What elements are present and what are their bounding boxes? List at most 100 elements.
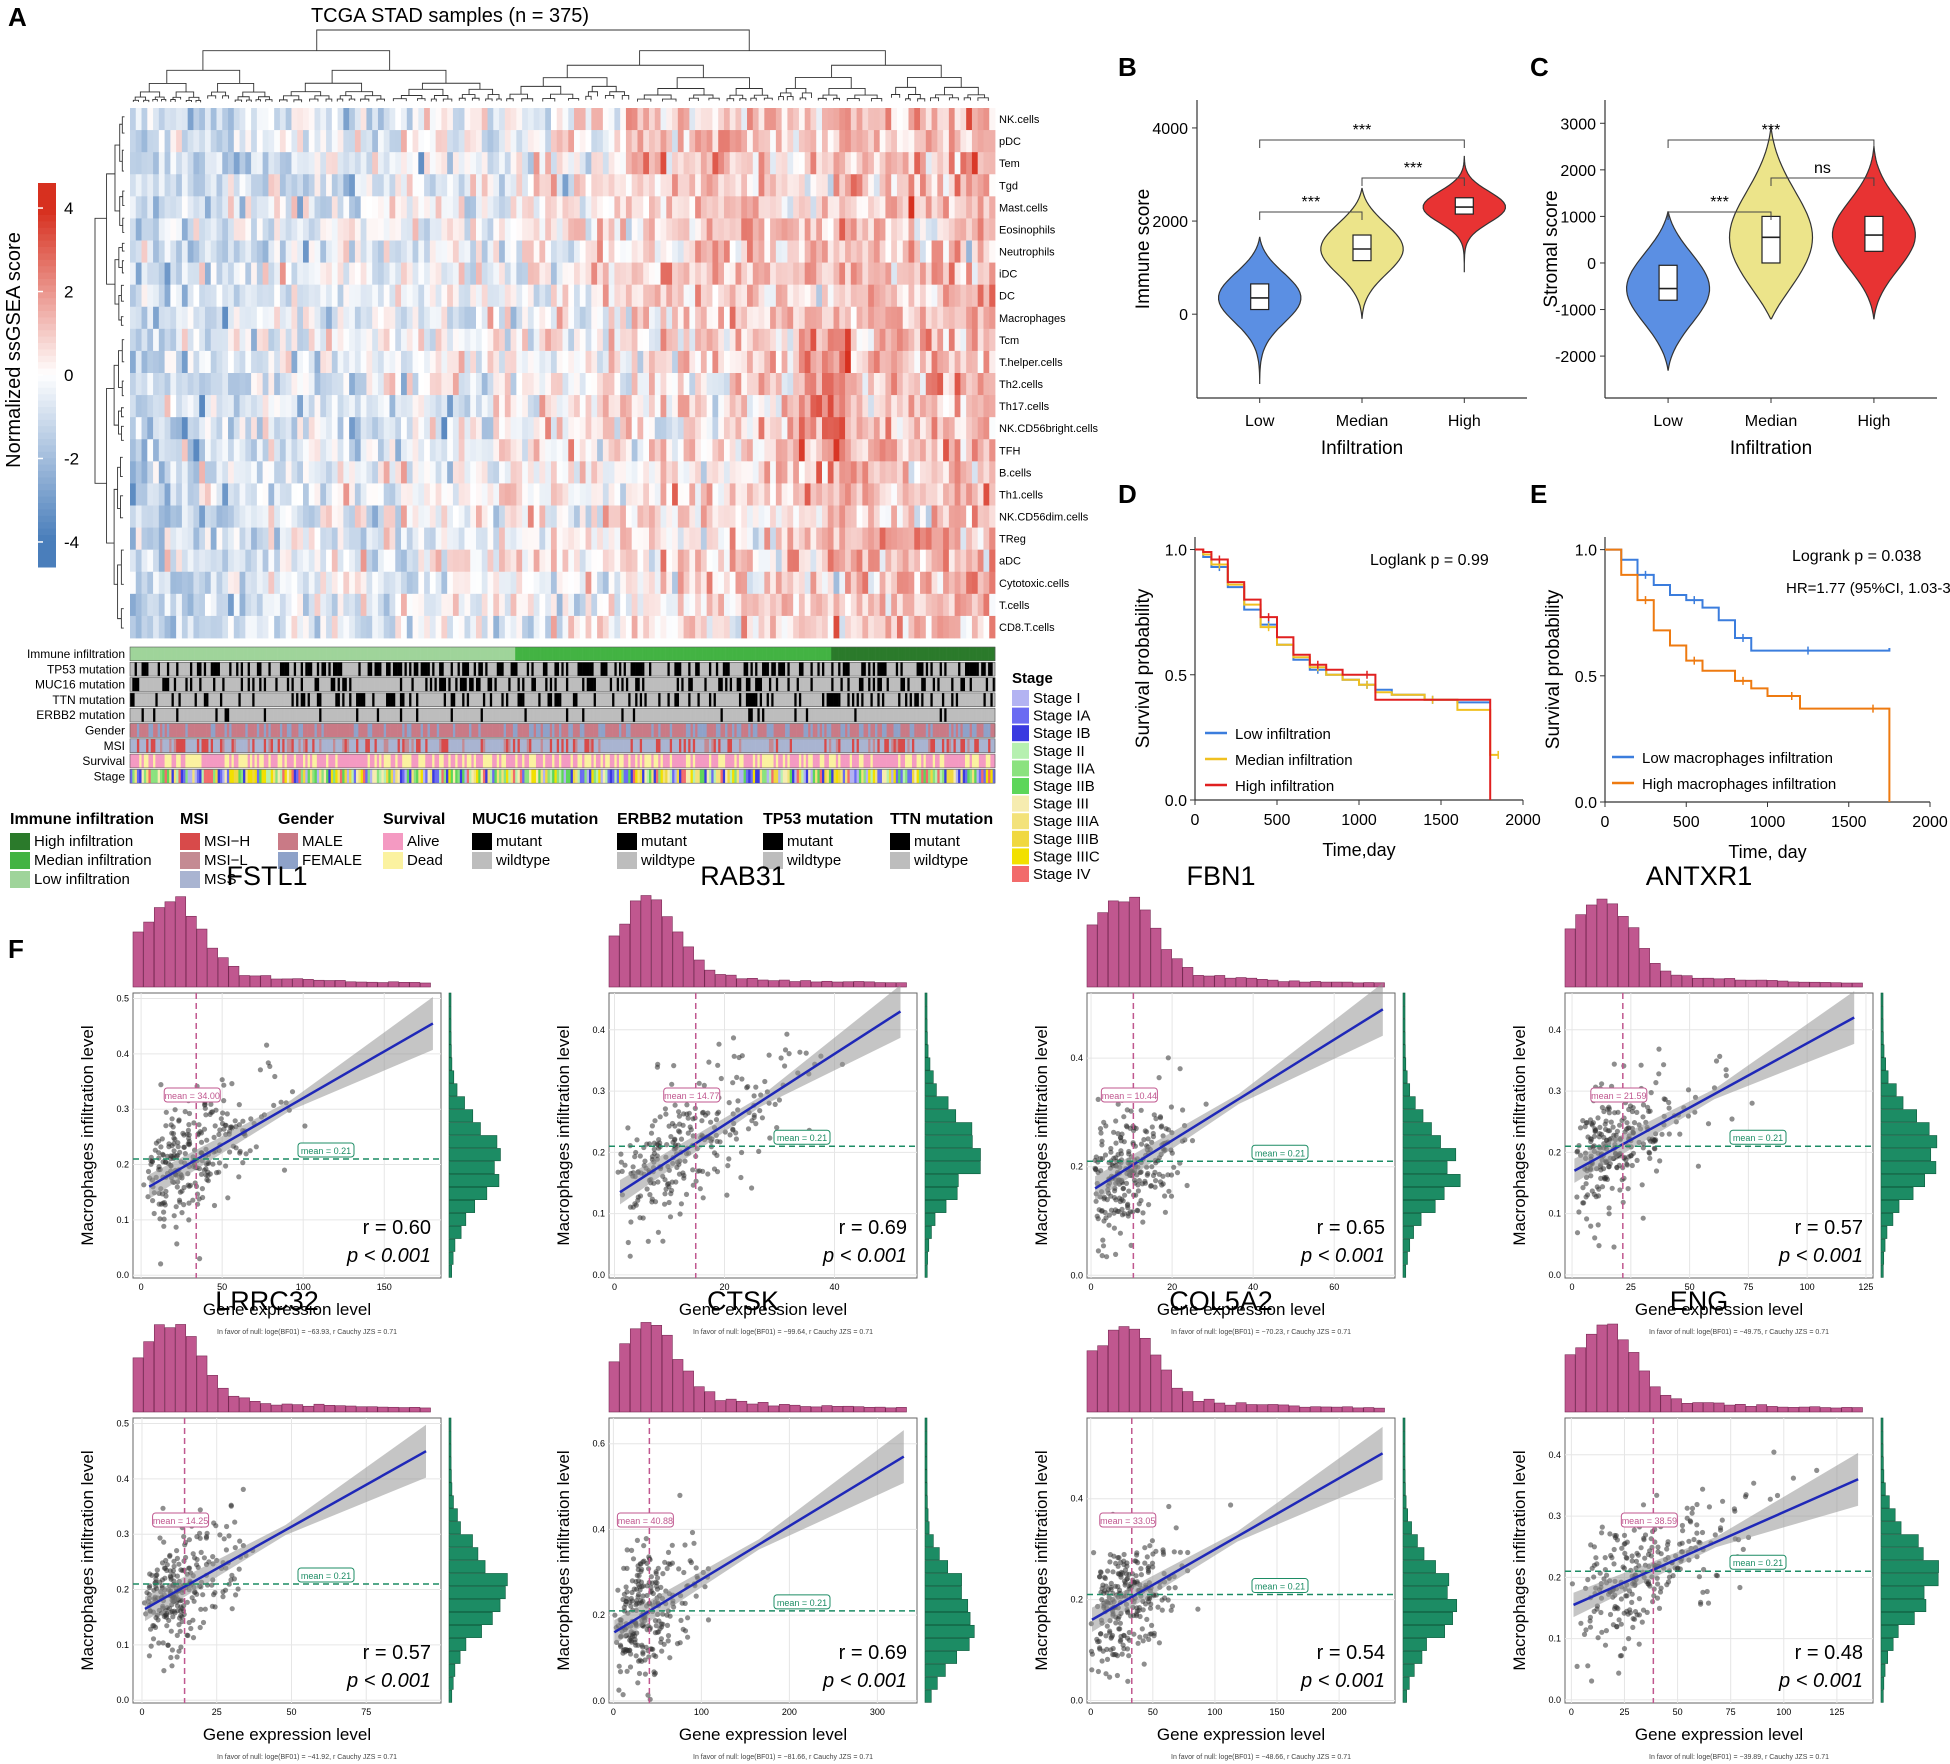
heatmap-cell (331, 130, 338, 153)
heatmap-cell (810, 130, 817, 153)
heatmap-cell (354, 505, 362, 528)
heatmap-cell (285, 461, 292, 484)
annotation-cell (692, 647, 696, 661)
heatmap-cell (793, 505, 800, 528)
heatmap-cell (597, 240, 604, 263)
heatmap-cell (320, 196, 327, 219)
annotation-cell (224, 647, 228, 661)
heatmap-cell (141, 196, 148, 219)
heatmap-cell (798, 549, 806, 573)
heatmap-cell (314, 130, 321, 153)
heatmap-cell (424, 461, 431, 484)
heatmap-cell (556, 439, 563, 462)
heatmap-cell (504, 571, 511, 595)
heatmap-cell (914, 306, 921, 330)
dendrogram-branch (255, 99, 261, 102)
heatmap-cell (435, 328, 442, 352)
heatmap-cell (233, 549, 240, 573)
heatmap-cell (931, 395, 938, 418)
annotation-cell (937, 677, 940, 692)
heatmap-cell (856, 196, 863, 219)
heatmap-cell (343, 439, 350, 462)
heatmap-cell (758, 284, 765, 308)
dendrogram-branch (430, 98, 437, 102)
heatmap-cell (337, 571, 344, 595)
annotation-cell (565, 677, 569, 692)
annotation-cell (658, 662, 661, 677)
heatmap-cell (493, 328, 500, 352)
annotation-cell (434, 662, 438, 677)
heatmap-cell (689, 417, 696, 440)
annotation-cell (967, 662, 970, 677)
heatmap-cell (585, 395, 592, 418)
heatmap-cell (839, 196, 846, 219)
heatmap-cell (360, 571, 367, 595)
heatmap-cell (476, 108, 483, 131)
heatmap-cell (447, 350, 454, 374)
heatmap-cell (885, 196, 892, 219)
heatmap-cell (597, 196, 604, 219)
annotation-cell (215, 647, 218, 661)
heatmap-cell (683, 593, 690, 617)
heatmap-cell (896, 218, 904, 241)
heatmap-cell (712, 395, 719, 418)
heatmap-cell (245, 417, 252, 440)
heatmap-cell (476, 395, 483, 418)
heatmap-cell (672, 527, 679, 551)
heatmap-cell (158, 196, 165, 219)
heatmap-cell (522, 350, 529, 374)
annotation-cell (217, 677, 221, 692)
dendrogram-branch (739, 98, 747, 102)
annotation-cell (155, 662, 158, 677)
heatmap-cell (798, 284, 806, 308)
heatmap-cell (845, 306, 852, 330)
annotation-cell (185, 662, 188, 677)
colorbar-step (38, 291, 56, 299)
heatmap-cell (700, 108, 708, 131)
heatmap-cell (533, 350, 540, 374)
annotation-cell (916, 677, 920, 692)
heatmap-cell (925, 527, 932, 551)
heatmap-cell (251, 571, 258, 595)
annotation-cell (623, 677, 627, 692)
heatmap-cell (429, 549, 437, 573)
heatmap-cell (793, 549, 800, 573)
heatmap-cell (649, 373, 656, 396)
annotation-cell (708, 647, 712, 661)
annotation-cell (303, 647, 306, 661)
heatmap-cell (562, 262, 569, 286)
heatmap-cell (545, 108, 552, 131)
heatmap-cell (660, 549, 667, 573)
heatmap-cell (210, 439, 217, 462)
heatmap-cell (793, 593, 800, 617)
heatmap-cell (562, 174, 569, 197)
heatmap-cell (233, 417, 240, 440)
annotation-cell (888, 647, 892, 661)
heatmap-cell (868, 328, 875, 352)
heatmap-cell (579, 417, 586, 440)
annotation-cell (965, 677, 968, 692)
dendrogram-branch (831, 64, 942, 78)
heatmap-cell (539, 152, 546, 175)
annotation-cell (702, 662, 705, 677)
heatmap-cell (262, 549, 269, 573)
heatmap-cell (793, 328, 800, 352)
heatmap-cell (337, 483, 344, 506)
annotation-cell (323, 677, 327, 692)
annotation-cell (409, 647, 412, 661)
heatmap-cell (764, 350, 771, 374)
annotation-cell (851, 662, 855, 677)
heatmap-cell (366, 262, 373, 286)
annotation-cell (678, 677, 682, 692)
heatmap-cell (510, 571, 517, 595)
annotation-cell (845, 677, 848, 692)
heatmap-cell (914, 571, 921, 595)
annotation-cell (489, 677, 493, 692)
heatmap-cell (487, 284, 494, 308)
heatmap-cell (545, 571, 552, 595)
heatmap-cell (827, 395, 834, 418)
dendrogram-branch (217, 82, 255, 93)
heatmap-cell (689, 505, 696, 528)
heatmap-cell (429, 306, 437, 330)
heatmap-cell (839, 130, 846, 153)
